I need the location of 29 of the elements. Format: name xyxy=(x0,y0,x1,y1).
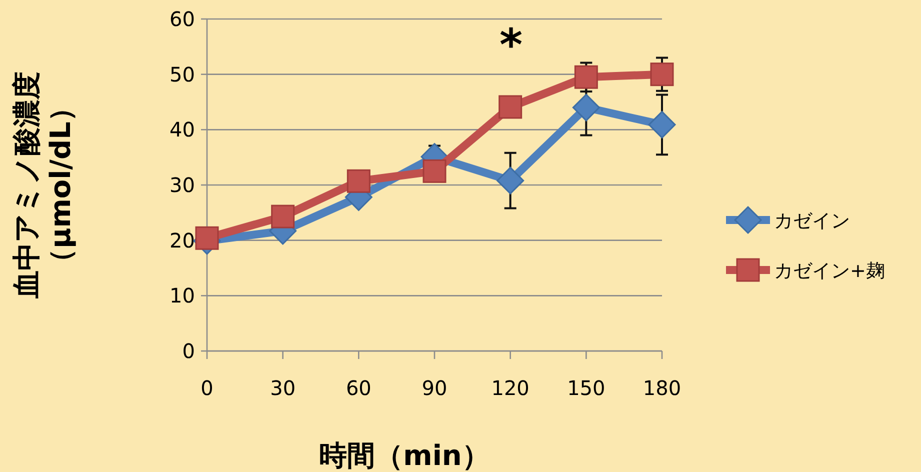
y-tick-label: 10 xyxy=(170,284,195,308)
y-axis-title: 血中アミノ酸濃度（µmol/dL） xyxy=(10,72,77,300)
point xyxy=(496,166,524,194)
point xyxy=(572,94,600,122)
y-tick-label: 30 xyxy=(170,173,195,197)
point xyxy=(422,159,446,183)
x-tick-label: 60 xyxy=(346,376,372,400)
x-tick-label: 180 xyxy=(642,376,682,400)
point xyxy=(650,62,674,86)
annotation: * xyxy=(499,20,523,71)
x-tick-label: 120 xyxy=(491,376,530,400)
y-tick-label: 50 xyxy=(170,62,195,86)
legend-label: カゼイン xyxy=(774,210,850,232)
legend-label: カゼイン+麹 xyxy=(774,260,885,282)
x-tick-label: 150 xyxy=(567,376,606,400)
y-tick-label: 60 xyxy=(170,7,195,31)
x-tick-label: 30 xyxy=(270,376,296,400)
x-axis-title: 時間（min） xyxy=(319,439,490,472)
x-tick-label: 90 xyxy=(422,376,448,400)
y-tick-label: 0 xyxy=(182,339,195,363)
y-tick-label: 20 xyxy=(170,228,195,252)
y-tick-label: 40 xyxy=(170,118,195,142)
point xyxy=(195,226,219,250)
point xyxy=(648,110,676,138)
point xyxy=(574,65,598,89)
point xyxy=(498,95,522,119)
x-tick-label: 0 xyxy=(200,376,214,400)
point xyxy=(346,169,370,193)
point xyxy=(271,204,295,228)
